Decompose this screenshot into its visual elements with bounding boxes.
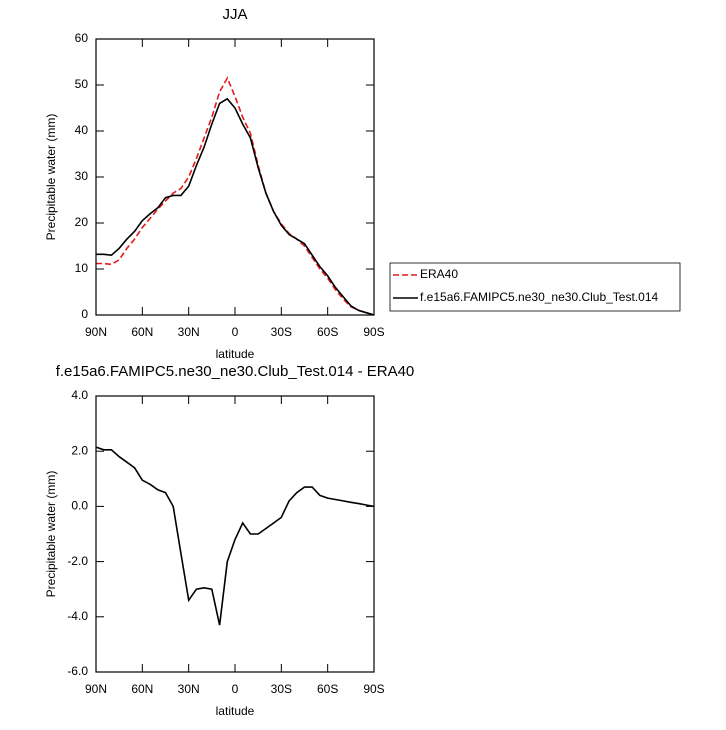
y-tick-label: -2.0	[67, 554, 88, 568]
x-axis-label: latitude	[216, 347, 255, 361]
y-tick-label: -4.0	[67, 609, 88, 623]
plot-frame	[95, 38, 375, 316]
y-tick-label: 10	[75, 261, 89, 275]
y-tick-label: 60	[75, 31, 89, 45]
x-tick-label: 30N	[178, 682, 200, 696]
y-tick-label: 40	[75, 123, 89, 137]
legend-label: f.e15a6.FAMIPC5.ne30_ne30.Club_Test.014	[420, 290, 658, 304]
x-tick-label: 90S	[363, 325, 384, 339]
chart-title: JJA	[222, 6, 247, 23]
data-line	[96, 76, 375, 316]
y-tick-label: -6.0	[67, 664, 88, 678]
x-tick-label: 60S	[317, 682, 338, 696]
x-tick-label: 30S	[271, 325, 292, 339]
x-axis-label: latitude	[216, 704, 255, 718]
x-tick-label: 60N	[131, 682, 153, 696]
y-axis-label: Precipitable water (mm)	[44, 114, 58, 241]
legend-label: ERA40	[420, 267, 458, 281]
x-tick-label: 0	[232, 325, 239, 339]
x-tick-label: 0	[232, 682, 239, 696]
y-tick-label: 30	[75, 169, 89, 183]
y-axis-label: Precipitable water (mm)	[44, 471, 58, 598]
x-tick-label: 30N	[178, 325, 200, 339]
y-tick-label: 0	[81, 307, 88, 321]
data-line	[95, 446, 375, 626]
x-tick-label: 60S	[317, 325, 338, 339]
y-tick-label: 4.0	[71, 388, 88, 402]
y-tick-label: 0.0	[71, 499, 88, 513]
x-tick-label: 90N	[85, 325, 107, 339]
x-tick-label: 90N	[85, 682, 107, 696]
y-tick-label: 50	[75, 77, 89, 91]
y-tick-label: 20	[75, 215, 89, 229]
x-tick-label: 90S	[363, 682, 384, 696]
plot-frame	[95, 395, 375, 673]
x-tick-label: 30S	[271, 682, 292, 696]
legend-box	[389, 262, 681, 312]
y-tick-label: 2.0	[71, 443, 88, 457]
data-line	[96, 97, 375, 316]
chart-title: f.e15a6.FAMIPC5.ne30_ne30.Club_Test.014 …	[56, 363, 415, 380]
x-tick-label: 60N	[131, 325, 153, 339]
